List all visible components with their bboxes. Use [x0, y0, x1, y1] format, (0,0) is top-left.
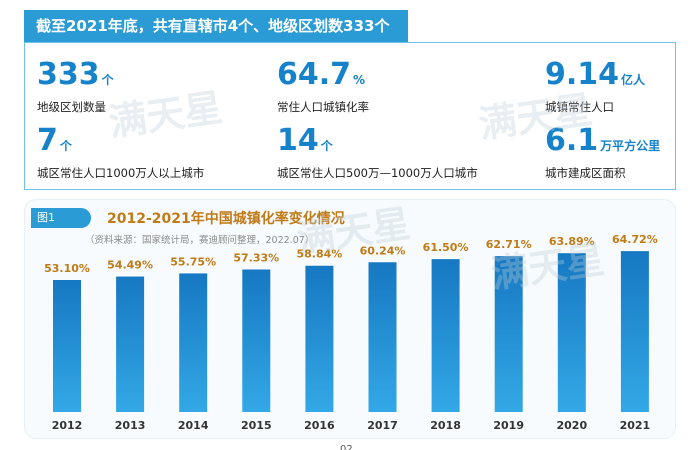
value-label-2021: 64.72% — [612, 233, 658, 246]
value-label-2014: 55.75% — [170, 255, 216, 268]
bar-2018 — [431, 259, 460, 412]
stat-value: 333 — [37, 57, 100, 92]
value-label-2016: 58.84% — [296, 248, 342, 261]
stat-unit: 万平方公里 — [600, 139, 661, 153]
summary-banner-title: 截至2021年底，共有直辖市4个、地级区划数333个 — [36, 17, 390, 35]
x-tick-2020: 2020 — [556, 419, 587, 432]
stat-label: 城区常住人口500万—1000万人口城市 — [277, 166, 478, 180]
summary-banner: 截至2021年底，共有直辖市4个、地级区划数333个 — [24, 10, 408, 42]
page-number: 02 — [340, 444, 353, 450]
chart-title: 2012-2021年中国城镇化率变化情况 — [107, 211, 345, 227]
x-tick-2015: 2015 — [241, 419, 272, 432]
stat-value: 14 — [277, 123, 319, 158]
stat-label: 城区常住人口1000万人以上城市 — [37, 166, 205, 180]
bar-2014 — [179, 273, 208, 412]
stat-label: 常住人口城镇化率 — [277, 100, 369, 114]
bar-2016 — [305, 265, 334, 412]
chart-panel: 图1 2012-2021年中国城镇化率变化情况 （资料来源：国家统计局，赛迪顾问… — [24, 199, 676, 439]
x-tick-2018: 2018 — [430, 419, 461, 432]
stat-unit: 个 — [101, 73, 114, 87]
stat-unit: % — [353, 73, 366, 87]
value-label-2018: 61.50% — [423, 241, 469, 254]
value-label-2012: 53.10% — [44, 262, 90, 275]
value-label-2013: 54.49% — [107, 259, 153, 272]
x-tick-2016: 2016 — [304, 419, 335, 432]
value-label-2015: 57.33% — [233, 251, 279, 264]
x-tick-2013: 2013 — [115, 419, 146, 432]
x-tick-2014: 2014 — [178, 419, 209, 432]
bar-2013 — [116, 276, 145, 412]
figure-tag: 图1 — [31, 208, 91, 228]
stat-built-area: 6.1 万平方公里 城市建成区面积 — [545, 125, 660, 181]
stat-urbanization-rate: 64.7% 常住人口城镇化率 — [277, 59, 369, 115]
chart-source: （资料来源：国家统计局，赛迪顾问整理，2022.07） — [85, 235, 315, 246]
value-label-2017: 60.24% — [360, 244, 406, 257]
bar-2012 — [53, 280, 81, 412]
stat-value: 64.7 — [277, 57, 352, 92]
bar-2020 — [557, 253, 586, 412]
bar-2019 — [494, 256, 523, 412]
bar-2021 — [620, 251, 649, 412]
stat-prefecture-count: 333 个 地级区划数量 — [37, 59, 114, 115]
stat-large-cities: 14 个 城区常住人口500万—1000万人口城市 — [277, 125, 478, 181]
stat-urban-population: 9.14 亿人 城镇常住人口 — [545, 59, 645, 115]
bar-chart: 53.10% 2012 54.49% 2013 55.75% 2014 57.33% 2015… — [44, 233, 658, 432]
bar-2015 — [242, 269, 271, 412]
x-tick-2012: 2012 — [52, 419, 83, 432]
x-tick-2017: 2017 — [367, 419, 398, 432]
bar-2017 — [368, 262, 397, 412]
stat-unit: 个 — [320, 139, 333, 153]
stat-value: 7 — [37, 123, 58, 158]
value-label-2020: 63.89% — [549, 235, 595, 248]
x-tick-2021: 2021 — [620, 419, 651, 432]
stat-unit: 个 — [59, 139, 72, 153]
stat-value: 6.1 — [545, 123, 599, 158]
stat-label: 城市建成区面积 — [545, 166, 626, 180]
stat-value: 9.14 — [545, 57, 620, 92]
stat-label: 城镇常住人口 — [545, 100, 614, 114]
stat-unit: 亿人 — [621, 73, 646, 87]
value-label-2019: 62.71% — [486, 238, 532, 251]
stats-panel: 333 个 地级区划数量 64.7% 常住人口城镇化率 9.14 亿人 城镇常住人口… — [24, 42, 676, 190]
stat-label: 地级区划数量 — [37, 100, 106, 114]
x-tick-2019: 2019 — [493, 419, 524, 432]
